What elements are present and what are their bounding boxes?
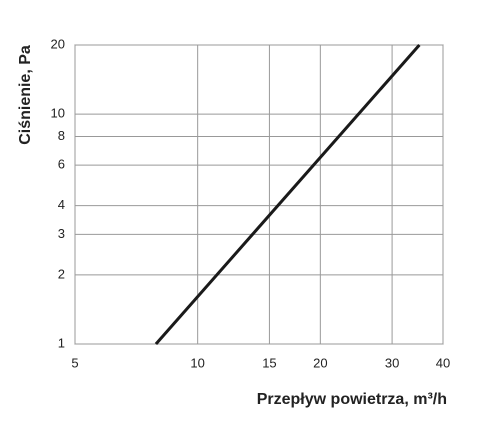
- x-axis-title: Przepływ powietrza, m³/h: [257, 391, 447, 408]
- y-axis-title: Ciśnienie, Pa: [17, 45, 34, 145]
- x-tick-label: 5: [71, 355, 78, 370]
- y-tick-label: 8: [58, 128, 65, 143]
- y-tick-label: 6: [58, 157, 65, 172]
- y-tick-label: 3: [58, 226, 65, 241]
- x-tick-label: 15: [262, 355, 276, 370]
- x-tick-label: 30: [385, 355, 399, 370]
- y-tick-label: 1: [58, 335, 65, 350]
- x-tick-label: 40: [436, 355, 450, 370]
- y-tick-label: 20: [51, 36, 65, 51]
- y-tick-label: 2: [58, 266, 65, 281]
- x-tick-label: 20: [313, 355, 327, 370]
- y-tick-label: 4: [58, 197, 65, 212]
- data-line: [154, 44, 421, 345]
- x-tick-label: 10: [190, 355, 204, 370]
- plot-frame: [74, 44, 444, 345]
- y-tick-label: 10: [51, 106, 65, 121]
